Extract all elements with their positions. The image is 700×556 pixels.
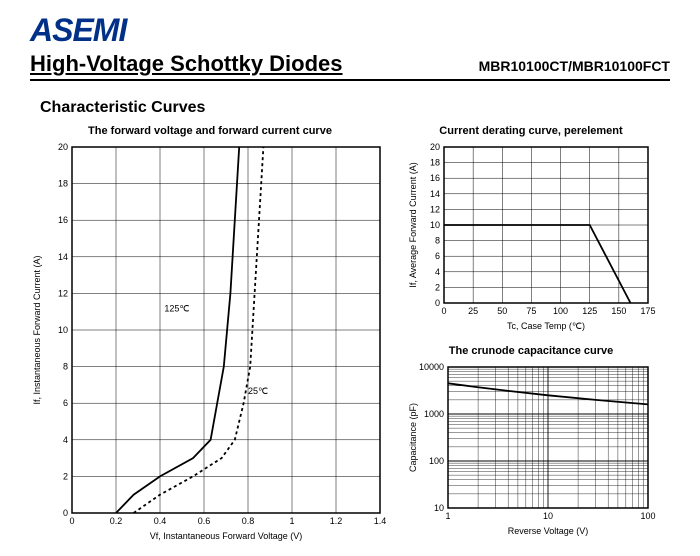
svg-text:12: 12 — [58, 288, 68, 298]
svg-text:100: 100 — [429, 456, 444, 466]
svg-text:1: 1 — [289, 516, 294, 526]
svg-text:10: 10 — [543, 511, 553, 521]
svg-text:14: 14 — [58, 252, 68, 262]
svg-text:8: 8 — [63, 362, 68, 372]
svg-text:18: 18 — [58, 179, 68, 189]
svg-text:1.2: 1.2 — [330, 516, 343, 526]
svg-text:175: 175 — [640, 306, 655, 316]
svg-text:If, Instantaneous Forward Curr: If, Instantaneous Forward Current (A) — [32, 255, 42, 404]
charts-container: The forward voltage and forward current … — [30, 125, 670, 541]
svg-text:10: 10 — [434, 503, 444, 513]
svg-text:25: 25 — [468, 306, 478, 316]
svg-text:100: 100 — [640, 511, 655, 521]
svg-text:6: 6 — [435, 251, 440, 261]
svg-text:10: 10 — [58, 325, 68, 335]
svg-text:0.8: 0.8 — [242, 516, 255, 526]
svg-text:0: 0 — [63, 508, 68, 518]
part-number: MBR10100CT/MBR10100FCT — [479, 58, 670, 74]
svg-text:Vf, Instantaneous Forward Volt: Vf, Instantaneous Forward Voltage (V) — [150, 531, 303, 541]
svg-text:10000: 10000 — [419, 362, 444, 372]
capacitance-chart: 11010010100100010000Reverse Voltage (V)C… — [406, 361, 656, 536]
svg-text:10: 10 — [430, 220, 440, 230]
svg-text:18: 18 — [430, 158, 440, 168]
main-title: High-Voltage Schottky Diodes — [30, 51, 343, 77]
svg-text:6: 6 — [63, 398, 68, 408]
svg-text:4: 4 — [435, 267, 440, 277]
svg-text:8: 8 — [435, 236, 440, 246]
brand-logo: ASEMI — [30, 12, 670, 49]
svg-text:0.4: 0.4 — [154, 516, 167, 526]
svg-text:2: 2 — [63, 471, 68, 481]
chart1-title: The forward voltage and forward current … — [30, 125, 390, 137]
svg-text:12: 12 — [430, 204, 440, 214]
svg-text:75: 75 — [526, 306, 536, 316]
svg-text:14: 14 — [430, 189, 440, 199]
derating-chart: 0 25 50 75 100 125 150 175 0 2 4 6 8 10 12 14 16 18 20 Tc, … — [406, 141, 656, 331]
svg-text:0: 0 — [69, 516, 74, 526]
svg-text:50: 50 — [497, 306, 507, 316]
svg-text:100: 100 — [553, 306, 568, 316]
svg-text:0.6: 0.6 — [198, 516, 211, 526]
forward-voltage-chart: 0 0.2 0.4 0.6 0.8 1 1.2 1.4 0 2 4 6 8 10 12 14 16 18 20 125… — [30, 141, 390, 541]
chart3-title: The crunode capacitance curve — [406, 345, 656, 357]
svg-text:2: 2 — [435, 282, 440, 292]
svg-text:1: 1 — [445, 511, 450, 521]
svg-text:4: 4 — [63, 435, 68, 445]
svg-text:20: 20 — [430, 142, 440, 152]
chart2-title: Current derating curve, perelement — [406, 125, 656, 137]
svg-text:16: 16 — [430, 173, 440, 183]
svg-text:0.2: 0.2 — [110, 516, 123, 526]
title-row: High-Voltage Schottky Diodes MBR10100CT/… — [30, 51, 670, 81]
svg-text:125℃: 125℃ — [164, 304, 189, 314]
section-title: Characteristic Curves — [40, 99, 670, 117]
svg-text:Tc, Case Temp (℃): Tc, Case Temp (℃) — [507, 321, 585, 331]
svg-text:125: 125 — [582, 306, 597, 316]
svg-text:Reverse Voltage (V): Reverse Voltage (V) — [508, 526, 589, 536]
svg-text:150: 150 — [611, 306, 626, 316]
svg-text:0: 0 — [441, 306, 446, 316]
svg-text:25℃: 25℃ — [248, 386, 268, 396]
svg-text:16: 16 — [58, 215, 68, 225]
svg-text:20: 20 — [58, 142, 68, 152]
svg-text:0: 0 — [435, 298, 440, 308]
svg-text:If, Average Forward Current (A: If, Average Forward Current (A) — [408, 162, 418, 287]
svg-text:1.4: 1.4 — [374, 516, 387, 526]
svg-text:Capacitance (pF): Capacitance (pF) — [408, 403, 418, 472]
svg-text:1000: 1000 — [424, 409, 444, 419]
